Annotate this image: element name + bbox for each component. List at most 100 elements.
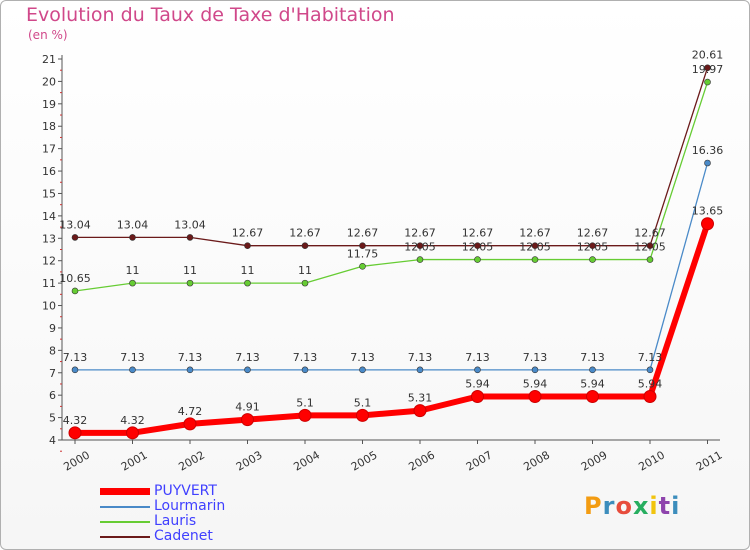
data-label: 4.32 bbox=[120, 414, 145, 427]
y-tick-label: 18 bbox=[42, 120, 56, 133]
x-tick-label: 2004 bbox=[291, 448, 322, 473]
y-tick-label: 13 bbox=[42, 232, 56, 245]
data-label: 12.05 bbox=[634, 241, 666, 254]
data-label: 7.13 bbox=[120, 351, 145, 364]
x-tick-label: 2006 bbox=[406, 448, 437, 473]
data-point bbox=[528, 390, 542, 404]
proxiti-logo: Proxiti bbox=[584, 492, 680, 520]
data-label: 7.13 bbox=[178, 351, 203, 364]
y-tick-label: 5 bbox=[49, 412, 56, 425]
data-point bbox=[646, 256, 654, 263]
y-tick-label: 8 bbox=[49, 344, 56, 357]
data-point bbox=[474, 366, 481, 374]
legend-swatch bbox=[100, 536, 150, 538]
data-point bbox=[704, 78, 711, 86]
data-point bbox=[241, 413, 254, 427]
data-label: 4.72 bbox=[178, 405, 203, 418]
y-tick-label: 11 bbox=[42, 277, 56, 290]
legend-label: Lourmarin bbox=[154, 498, 226, 514]
data-label: 5.31 bbox=[408, 392, 433, 405]
x-tick-label: 2000 bbox=[61, 448, 92, 473]
data-point bbox=[416, 242, 424, 249]
x-tick-label: 2010 bbox=[636, 448, 667, 473]
chart-title: Evolution du Taux de Taxe d'Habitation bbox=[26, 4, 395, 26]
series-lourmarin bbox=[71, 159, 711, 374]
data-label: 11 bbox=[183, 264, 197, 277]
data-label: 13.04 bbox=[174, 218, 206, 231]
y-tick-label: 17 bbox=[42, 143, 56, 156]
data-label: 7.13 bbox=[63, 351, 88, 364]
data-point bbox=[129, 366, 136, 374]
logo-letter: t bbox=[658, 492, 672, 520]
data-label: 4.32 bbox=[63, 414, 88, 427]
data-point bbox=[244, 279, 251, 287]
data-label: 11 bbox=[298, 264, 312, 277]
data-label: 12.67 bbox=[289, 227, 321, 240]
data-point bbox=[646, 366, 654, 374]
data-point bbox=[126, 426, 139, 440]
data-label: 12.67 bbox=[519, 227, 551, 240]
data-point bbox=[589, 366, 596, 374]
data-point bbox=[359, 366, 366, 374]
x-tick-label: 2005 bbox=[349, 448, 380, 473]
series-cadenet bbox=[71, 64, 711, 249]
data-label: 12.05 bbox=[462, 241, 494, 254]
data-label: 7.13 bbox=[350, 351, 375, 364]
data-label: 12.67 bbox=[404, 227, 436, 240]
data-point bbox=[643, 390, 657, 404]
data-label: 12.05 bbox=[404, 241, 436, 254]
data-label: 5.94 bbox=[523, 378, 548, 391]
data-label: 7.13 bbox=[580, 351, 605, 364]
y-tick-label: 16 bbox=[42, 165, 56, 178]
y-tick-label: 10 bbox=[42, 300, 56, 313]
x-tick-label: 2007 bbox=[464, 448, 495, 473]
data-point bbox=[589, 242, 596, 249]
data-label: 13.04 bbox=[117, 218, 149, 231]
logo-letter: i bbox=[671, 492, 681, 520]
data-point bbox=[129, 234, 136, 241]
data-label: 13.04 bbox=[59, 218, 91, 231]
series-line bbox=[75, 222, 711, 436]
data-label: 20.61 bbox=[692, 49, 724, 62]
data-label: 7.13 bbox=[638, 351, 663, 364]
data-point bbox=[474, 256, 481, 263]
y-tick-label: 15 bbox=[42, 187, 56, 200]
x-tick-label: 2009 bbox=[579, 448, 610, 473]
logo-letter: P bbox=[584, 492, 603, 520]
data-label: 19.97 bbox=[692, 63, 724, 76]
data-point bbox=[359, 242, 366, 249]
x-tick-label: 2008 bbox=[521, 448, 552, 473]
legend-label: PUYVERT bbox=[154, 483, 217, 499]
data-label: 12.67 bbox=[634, 227, 666, 240]
data-point bbox=[301, 279, 309, 287]
data-point bbox=[186, 279, 194, 287]
data-label: 13.65 bbox=[692, 205, 724, 218]
data-point bbox=[531, 366, 539, 374]
data-point bbox=[416, 256, 424, 263]
y-tick-label: 6 bbox=[49, 389, 56, 402]
data-label: 5.94 bbox=[638, 378, 663, 391]
data-label: 5.94 bbox=[580, 378, 605, 391]
series-line bbox=[74, 81, 709, 292]
data-point bbox=[356, 408, 369, 422]
chart-subtitle: (en %) bbox=[28, 28, 68, 42]
data-point bbox=[244, 366, 251, 374]
data-point bbox=[71, 287, 79, 295]
y-tick-label: 14 bbox=[42, 210, 56, 223]
data-point bbox=[298, 408, 312, 422]
logo-letter: x bbox=[632, 492, 650, 520]
x-tick-label: 2011 bbox=[694, 448, 725, 473]
data-label: 11 bbox=[126, 264, 140, 277]
legend-label: Lauris bbox=[154, 513, 197, 529]
data-point bbox=[301, 242, 309, 249]
legend-label: Cadenet bbox=[154, 528, 213, 544]
y-tick-label: 20 bbox=[42, 75, 56, 88]
data-point bbox=[646, 242, 654, 249]
data-point bbox=[531, 242, 539, 249]
series-line bbox=[75, 162, 709, 371]
data-point bbox=[68, 426, 82, 440]
data-point bbox=[186, 366, 194, 374]
data-label: 5.1 bbox=[354, 396, 372, 409]
